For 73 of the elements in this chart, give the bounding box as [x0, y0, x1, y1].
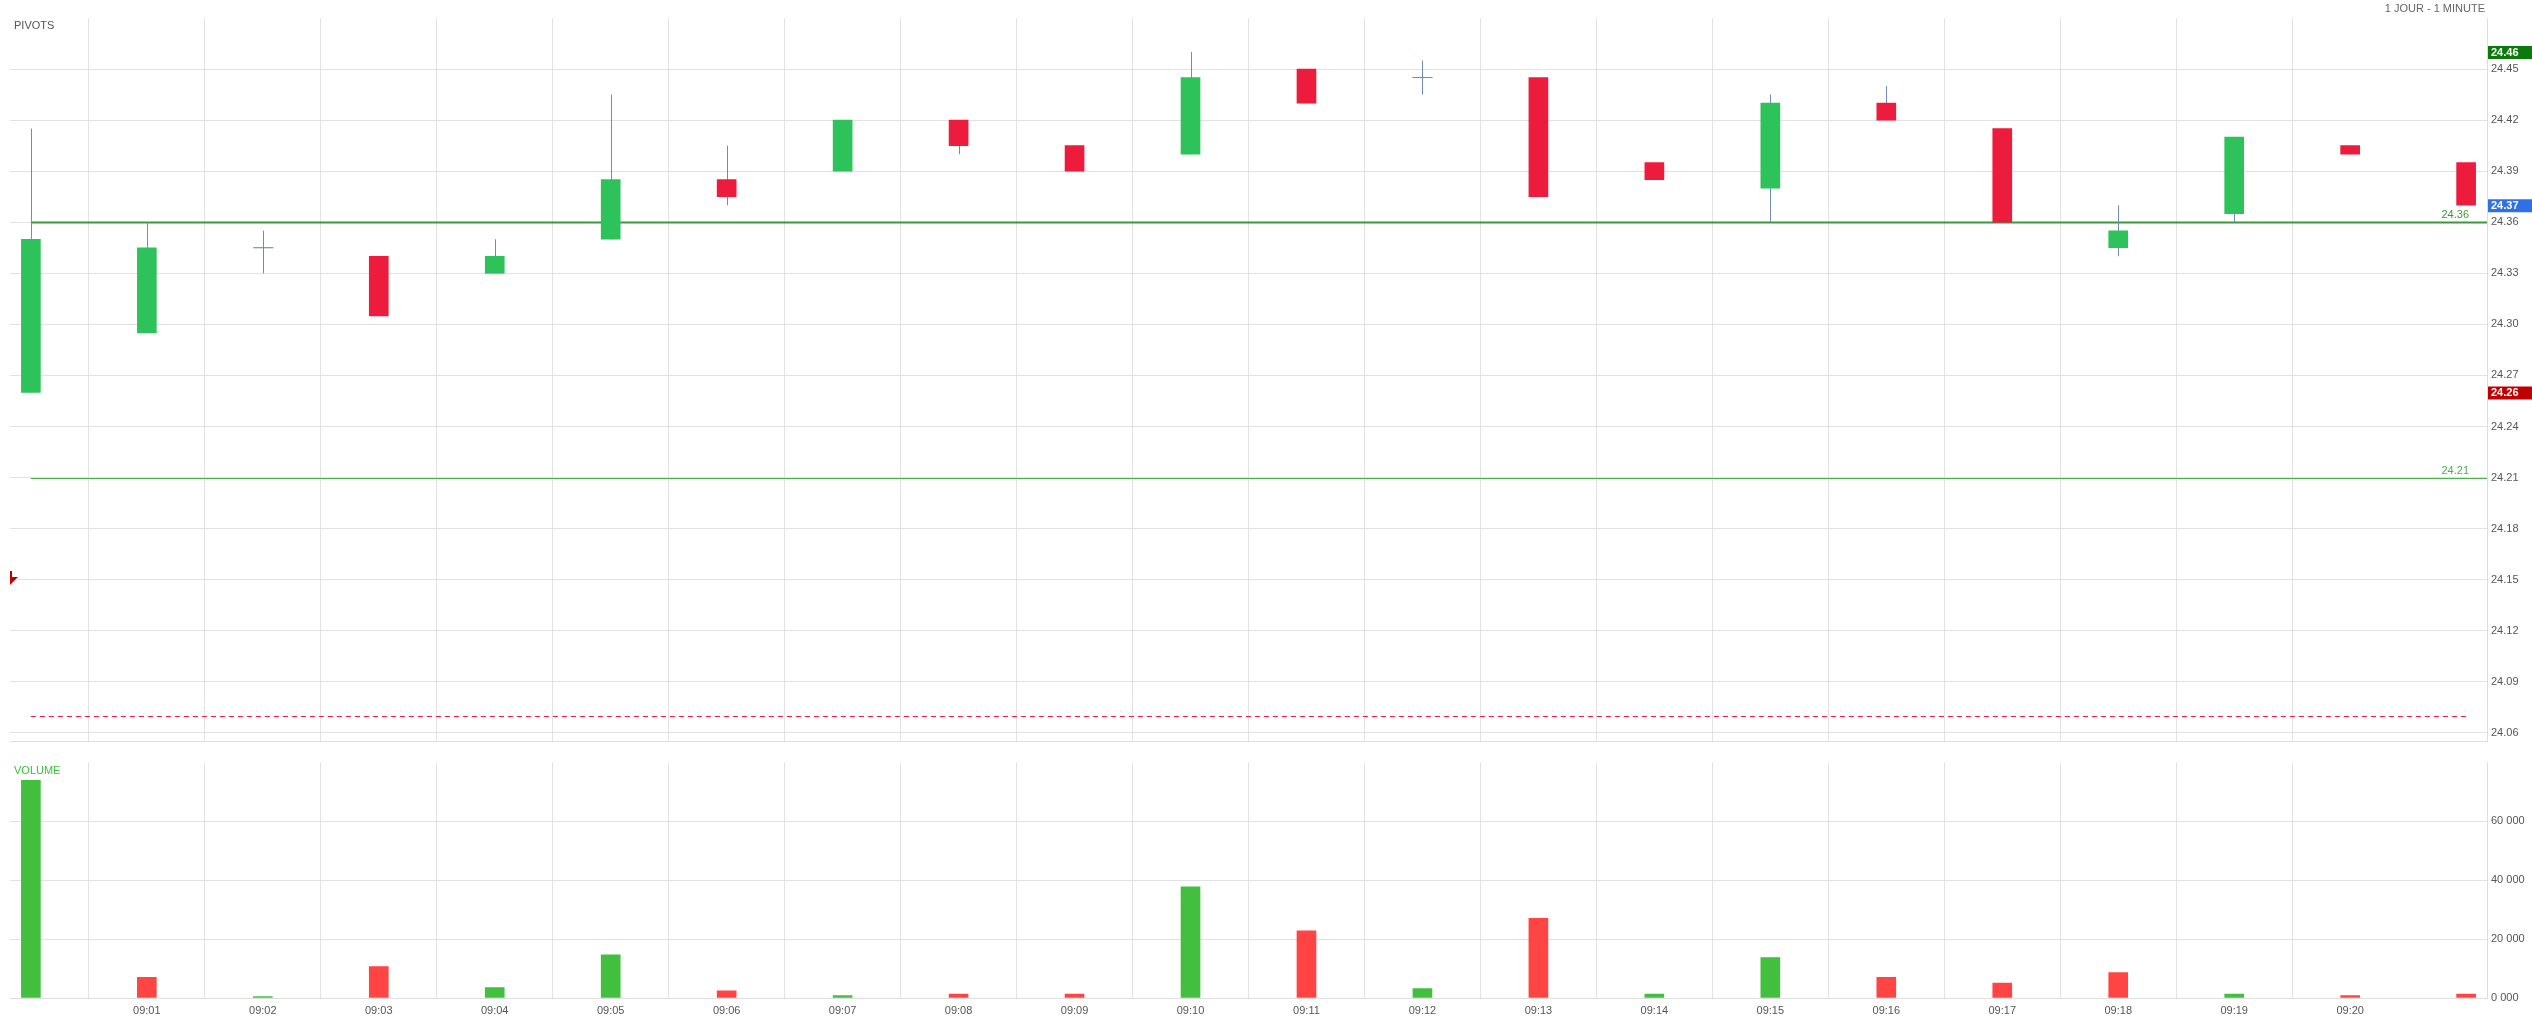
bar	[2456, 993, 2476, 998]
bar	[832, 995, 853, 998]
y-tick-label: 24.42	[2491, 113, 2519, 126]
bar	[1644, 993, 1665, 998]
y-tick-label: 24.27	[2491, 368, 2519, 381]
x-tick-label: 09:14	[1640, 1003, 1669, 1016]
ref-line-label: 24.21	[2441, 464, 2469, 477]
x-tick-label: 09:01	[133, 1003, 161, 1016]
y-tick-label: 40 000	[2491, 873, 2525, 886]
x-tick-label: 09:08	[944, 1003, 973, 1016]
annotation: PIVOTS	[14, 19, 55, 32]
ref-line-label: 24.36	[2441, 208, 2469, 221]
x-tick-label: 09:12	[1408, 1003, 1437, 1016]
x-tick-label: 09:11	[1293, 1003, 1320, 1016]
bar	[600, 954, 621, 998]
x-tick-label: 09:16	[1872, 1003, 1901, 1016]
y-tick-label: 24.24	[2491, 419, 2519, 432]
x-tick-label: 09:10	[1176, 1003, 1205, 1016]
text: 24.46	[2491, 45, 2519, 58]
text: 1 JOUR - 1 MINUTE	[2384, 2, 2485, 15]
x-tick-label: 09:19	[2220, 1003, 2248, 1016]
y-tick-label: 24.45	[2491, 62, 2519, 75]
x-tick-label: 09:09	[1060, 1003, 1089, 1016]
y-tick-label: 24.21	[2491, 470, 2519, 483]
y-tick-label: 24.30	[2491, 317, 2519, 330]
y-tick-label: 24.15	[2491, 572, 2519, 585]
x-tick-label: 09:18	[2104, 1003, 2132, 1016]
candlestick	[1876, 85, 1897, 121]
bar	[368, 966, 389, 998]
x-tick-label: 09:03	[365, 1003, 393, 1016]
text: 24.26	[2491, 386, 2519, 398]
y-tick-label: 0 000	[2491, 991, 2519, 1004]
x-tick-label: 09:02	[249, 1003, 277, 1016]
bar	[484, 987, 505, 998]
bar	[1992, 982, 2013, 998]
bar	[1528, 917, 1549, 998]
candlestick	[2108, 204, 2129, 257]
x-tick-label: 09:20	[2336, 1003, 2364, 1016]
y-tick-label: 24.12	[2491, 623, 2519, 636]
bar	[2224, 993, 2245, 998]
bar	[21, 779, 41, 998]
bar	[1296, 930, 1317, 998]
y-tick-label: 24.36	[2491, 215, 2519, 228]
x-tick-label: 09:15	[1756, 1003, 1785, 1016]
y-tick-label: 20 000	[2491, 932, 2525, 945]
bar	[2340, 995, 2360, 998]
text: 24.37	[2491, 198, 2519, 211]
bar	[1876, 977, 1897, 998]
bar	[948, 993, 969, 998]
candlestick	[484, 238, 505, 274]
y-tick-label: 24.33	[2491, 266, 2519, 279]
x-tick-label: 09:04	[480, 1003, 509, 1016]
candlestick	[1412, 60, 1433, 96]
bar	[716, 990, 737, 998]
x-tick-label: 09:05	[596, 1003, 625, 1016]
y-tick-label: 24.06	[2491, 725, 2519, 738]
bar	[2108, 972, 2129, 998]
bar	[1180, 886, 1201, 998]
bar	[1412, 988, 1433, 998]
x-tick-label: 09:17	[1988, 1003, 2017, 1016]
candlestick	[252, 230, 274, 274]
annotation: VOLUME	[14, 763, 61, 776]
bar	[1064, 993, 1085, 998]
x-tick-label: 09:13	[1524, 1003, 1553, 1016]
bar	[137, 977, 157, 998]
candlestick	[716, 145, 737, 206]
y-tick-label: 24.09	[2491, 674, 2519, 687]
y-tick-label: 24.39	[2491, 164, 2519, 177]
y-tick-label: 24.18	[2491, 521, 2519, 534]
x-tick-label: 09:07	[828, 1003, 857, 1016]
bar	[1760, 957, 1781, 998]
y-tick-label: 60 000	[2491, 814, 2525, 827]
x-tick-label: 09:06	[712, 1003, 741, 1016]
